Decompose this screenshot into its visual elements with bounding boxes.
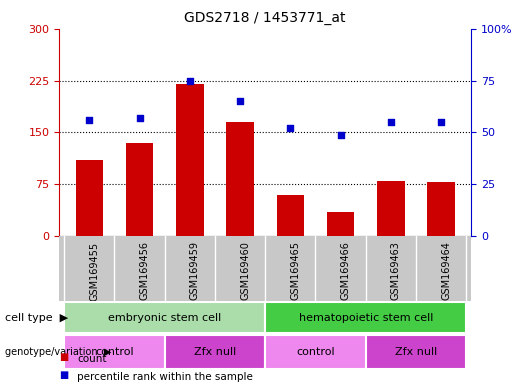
Bar bbox=[427, 182, 455, 236]
Text: ■: ■ bbox=[59, 370, 68, 380]
Bar bbox=[226, 122, 254, 236]
Point bbox=[85, 117, 94, 123]
Bar bbox=[64, 302, 265, 333]
Point bbox=[286, 125, 295, 131]
Point bbox=[387, 119, 395, 125]
Text: percentile rank within the sample: percentile rank within the sample bbox=[77, 372, 253, 382]
Bar bbox=[327, 212, 354, 236]
Text: GSM169460: GSM169460 bbox=[240, 242, 250, 300]
Bar bbox=[277, 195, 304, 236]
Point bbox=[135, 115, 144, 121]
Bar bbox=[126, 143, 153, 236]
Text: GSM169455: GSM169455 bbox=[90, 242, 99, 301]
Point bbox=[236, 98, 244, 104]
Text: Zfx null: Zfx null bbox=[194, 347, 236, 357]
Text: Zfx null: Zfx null bbox=[395, 347, 437, 357]
Bar bbox=[265, 335, 366, 369]
Text: GSM169459: GSM169459 bbox=[190, 242, 200, 300]
Bar bbox=[176, 84, 203, 236]
Text: cell type  ▶: cell type ▶ bbox=[5, 313, 68, 323]
Bar bbox=[377, 181, 405, 236]
Text: GSM169465: GSM169465 bbox=[290, 242, 300, 300]
Text: count: count bbox=[77, 354, 107, 364]
Text: GSM169466: GSM169466 bbox=[340, 242, 351, 300]
Bar bbox=[265, 302, 466, 333]
Point bbox=[336, 131, 345, 137]
Bar bbox=[64, 335, 165, 369]
Text: ■: ■ bbox=[59, 352, 68, 362]
Text: embryonic stem cell: embryonic stem cell bbox=[108, 313, 221, 323]
Text: GSM169463: GSM169463 bbox=[391, 242, 401, 300]
Bar bbox=[366, 335, 466, 369]
Text: hematopoietic stem cell: hematopoietic stem cell bbox=[299, 313, 433, 323]
Point bbox=[437, 119, 445, 125]
Point bbox=[186, 78, 194, 84]
Text: genotype/variation  ▶: genotype/variation ▶ bbox=[5, 347, 112, 357]
Bar bbox=[76, 160, 103, 236]
Text: control: control bbox=[296, 347, 335, 357]
Bar bbox=[165, 335, 265, 369]
Text: GSM169464: GSM169464 bbox=[441, 242, 451, 300]
Text: control: control bbox=[95, 347, 134, 357]
Title: GDS2718 / 1453771_at: GDS2718 / 1453771_at bbox=[184, 11, 346, 25]
Text: GSM169456: GSM169456 bbox=[140, 242, 150, 300]
